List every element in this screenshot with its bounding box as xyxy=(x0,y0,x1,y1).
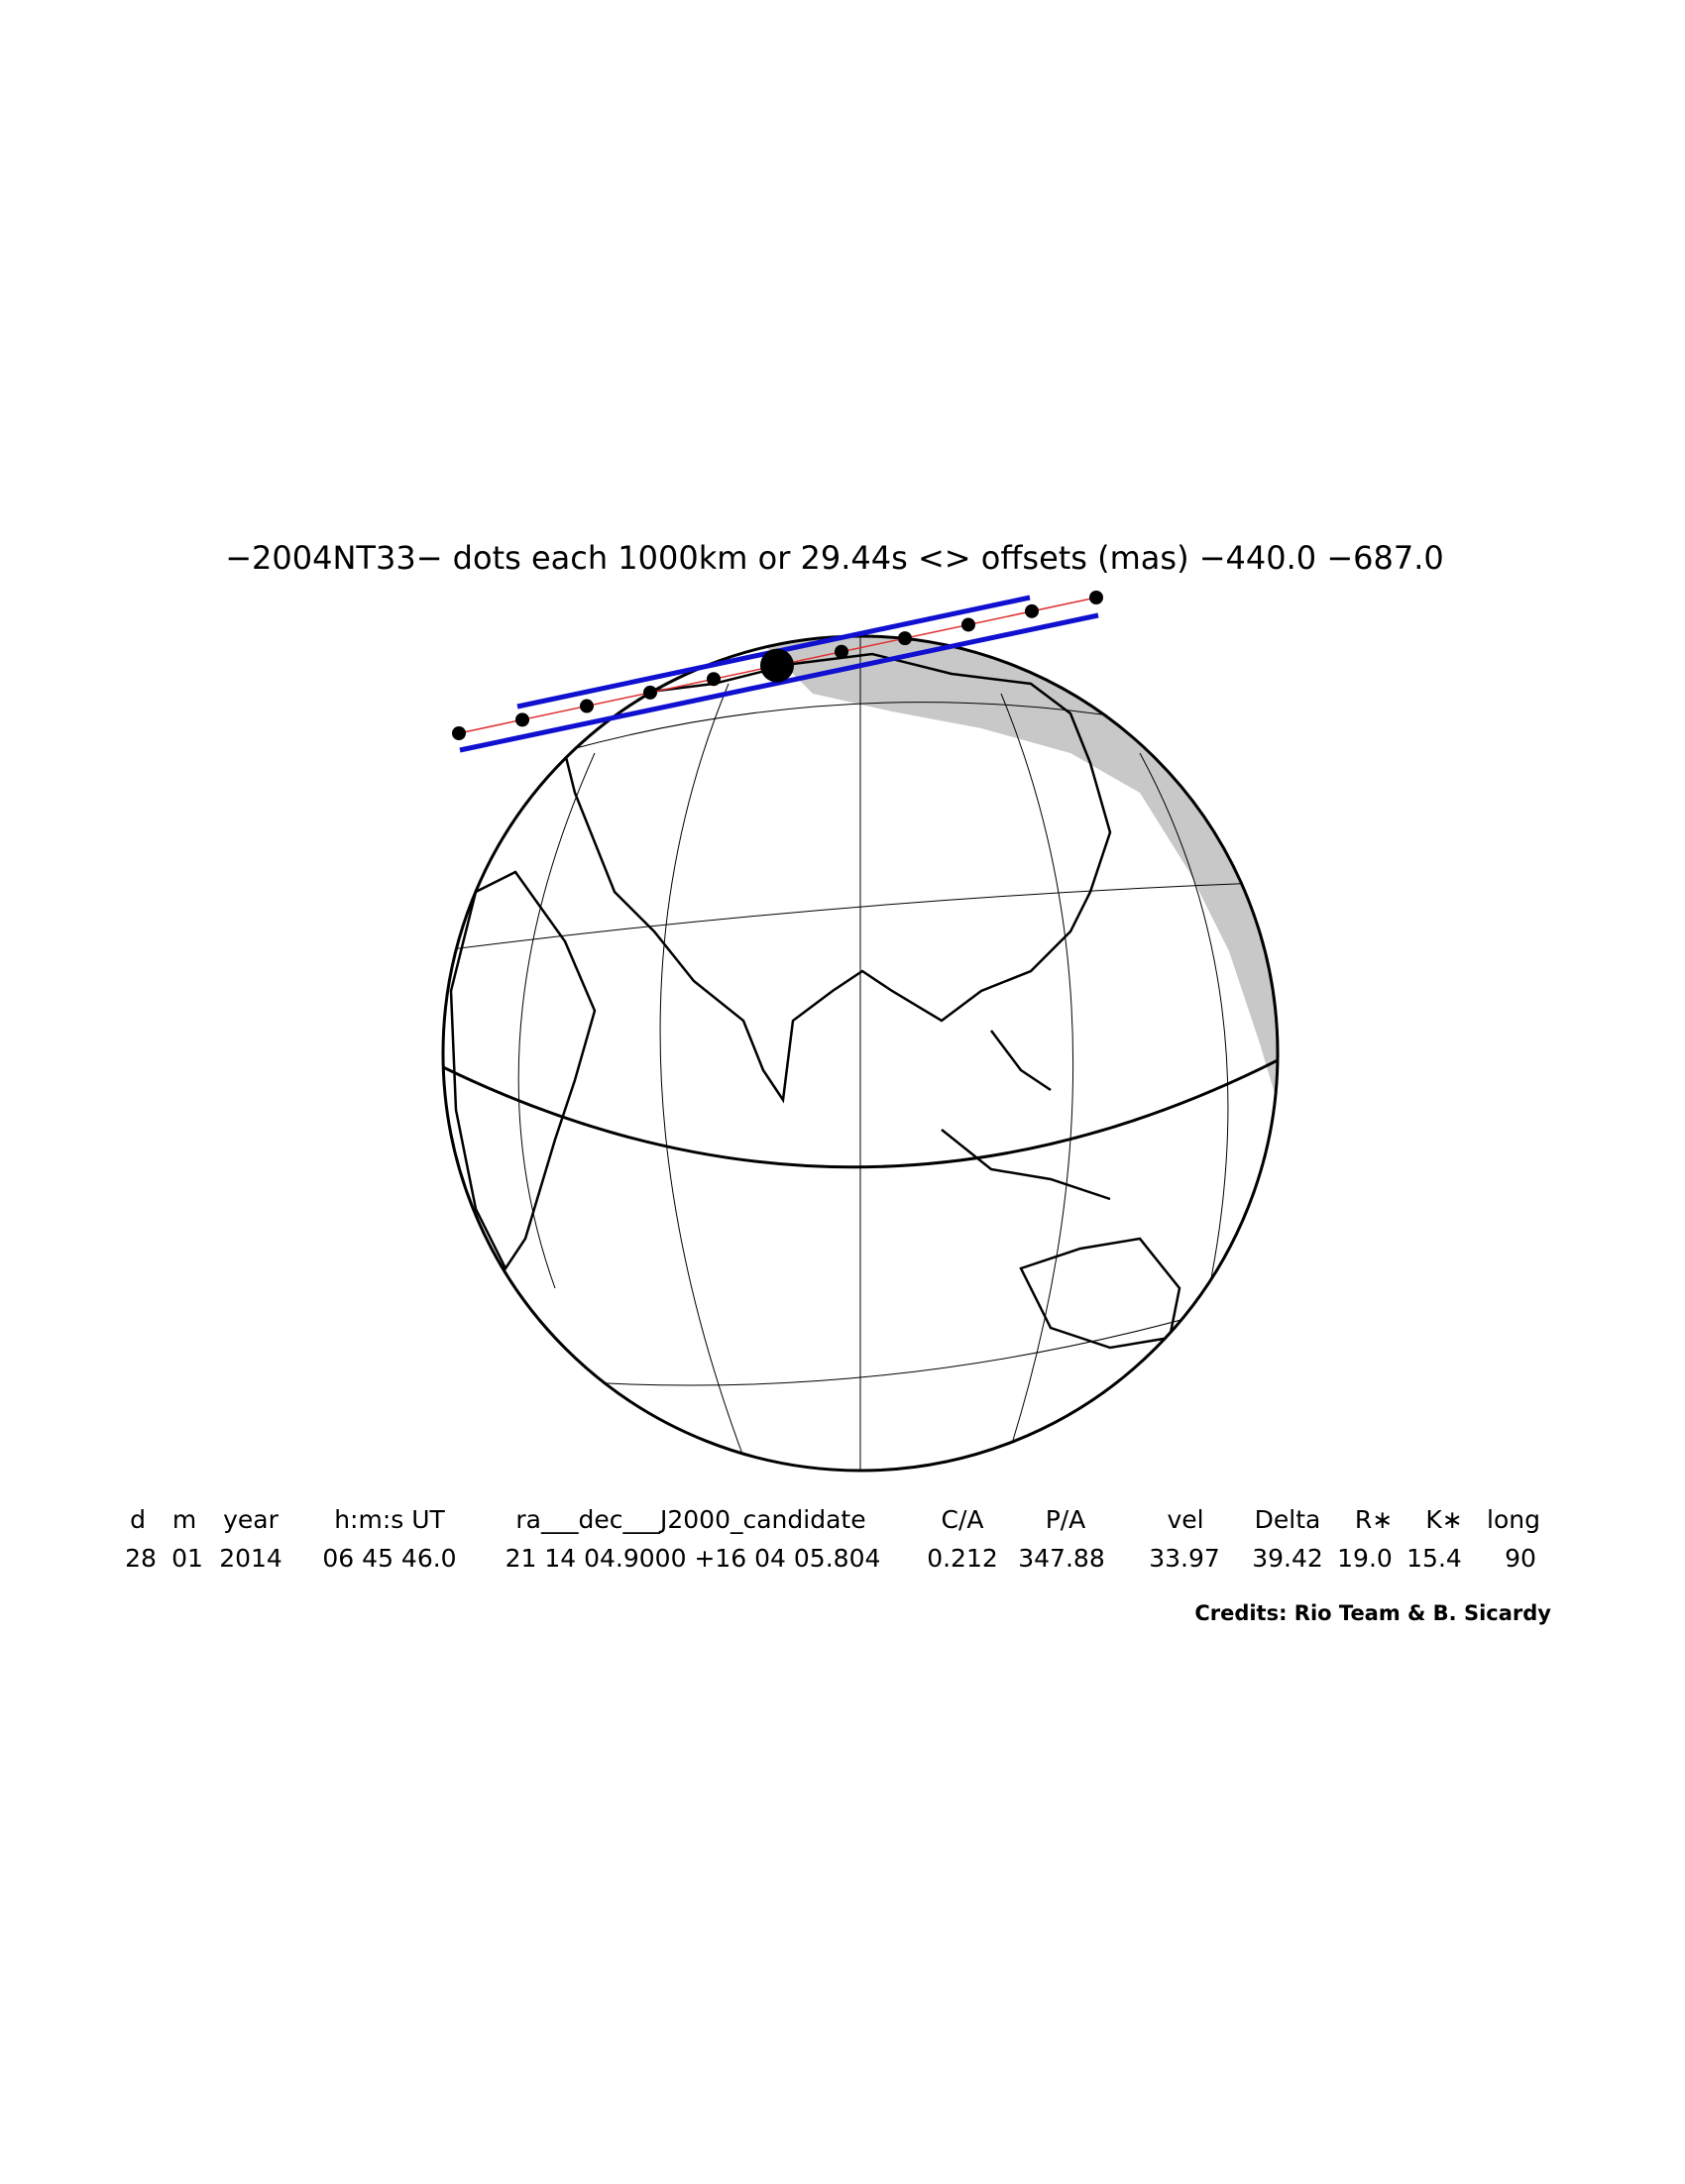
column-header: ra___dec___J2000_candidate xyxy=(515,1505,865,1534)
cell: 21 14 04.9000 +16 04 05.804 xyxy=(506,1544,881,1573)
column-header: C/A xyxy=(942,1505,984,1534)
table-header: d m year h:m:s UT ra___dec___J2000_candidate… xyxy=(130,1505,1540,1534)
time-dot xyxy=(760,648,794,683)
shadow-path xyxy=(452,591,1103,753)
cell: 347.88 xyxy=(1018,1544,1104,1573)
column-header: long xyxy=(1487,1505,1540,1534)
time-dot xyxy=(1089,591,1103,604)
cell: 28 xyxy=(125,1544,157,1573)
time-dot xyxy=(835,644,848,659)
cell: 15.4 xyxy=(1406,1544,1462,1573)
time-dot xyxy=(452,726,466,740)
time-dot xyxy=(961,617,975,632)
ephemeris-table: d m year h:m:s UT ra___dec___J2000_candidate… xyxy=(125,1505,1540,1573)
path-limit-south xyxy=(459,612,1099,753)
column-header: m xyxy=(172,1505,196,1534)
globe-outline xyxy=(441,634,1280,1473)
time-dot xyxy=(898,631,912,646)
time-dots xyxy=(452,591,1103,740)
column-header: K∗ xyxy=(1425,1505,1462,1534)
cell: 01 xyxy=(171,1544,203,1573)
column-header: Delta xyxy=(1255,1505,1321,1534)
night-shadow xyxy=(753,636,1278,1140)
cell: 06 45 46.0 xyxy=(322,1544,456,1573)
cell: 2014 xyxy=(219,1544,282,1573)
column-header: year xyxy=(223,1505,279,1534)
map-title: −2004NT33− dots each 1000km or 29.44s <>… xyxy=(225,539,1444,577)
time-dot xyxy=(707,672,721,687)
column-header: d xyxy=(130,1505,146,1534)
table-row: 28 01 2014 06 45 46.0 21 14 04.9000 +16 04 0… xyxy=(125,1544,1536,1573)
time-dot xyxy=(515,712,529,727)
credits: Credits: Rio Team & B. Sicardy xyxy=(1194,1601,1551,1625)
time-dot xyxy=(643,685,657,700)
globe-interior xyxy=(443,636,1278,1471)
time-dot xyxy=(1025,603,1039,618)
column-header: h:m:s UT xyxy=(334,1505,445,1534)
time-dot xyxy=(580,699,594,713)
cell: 0.212 xyxy=(927,1544,998,1573)
column-header: vel xyxy=(1167,1505,1203,1534)
equator xyxy=(443,1058,1278,1169)
coastlines xyxy=(449,652,1181,1350)
cell: 19.0 xyxy=(1337,1544,1393,1573)
cell: 33.97 xyxy=(1149,1544,1220,1573)
column-header: R∗ xyxy=(1355,1505,1393,1534)
column-header: P/A xyxy=(1046,1505,1086,1534)
cell: 90 xyxy=(1505,1544,1536,1573)
cell: 39.42 xyxy=(1252,1544,1323,1573)
